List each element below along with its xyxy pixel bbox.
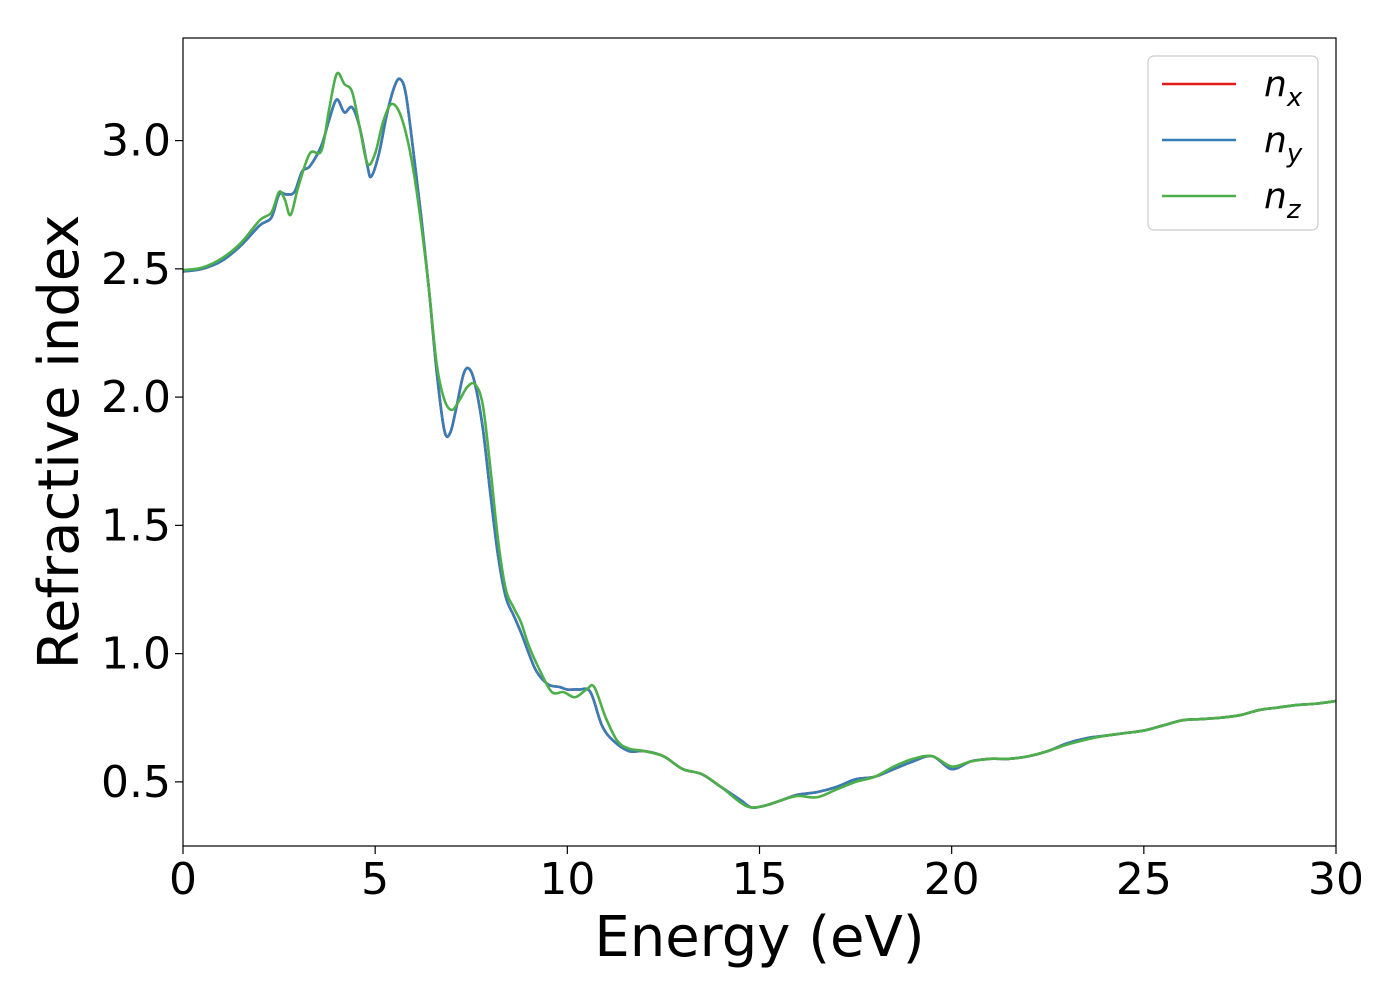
x-tick-label: 25: [1116, 854, 1172, 905]
y-axis-ticks: 0.5 1.0 1.5 2.0 2.5 3.0: [101, 116, 183, 808]
legend-label-n-z: nz: [1264, 176, 1302, 225]
x-tick-label: 10: [539, 854, 595, 905]
y-tick-label: 2.0: [101, 372, 171, 423]
series-line-n-z: [183, 71, 1336, 809]
y-tick-label: 1.5: [101, 500, 171, 551]
x-axis-label: Energy (eV): [594, 905, 924, 970]
legend-label-n-x: nx: [1264, 64, 1303, 113]
legend-box: [1147, 55, 1319, 231]
x-tick-label: 5: [361, 854, 389, 905]
x-axis-ticks: 0 5 10 15 20 25 30: [169, 846, 1364, 905]
y-tick-label: 2.5: [101, 244, 171, 295]
y-tick-label: 0.5: [101, 757, 171, 808]
y-tick-label: 1.0: [101, 629, 171, 680]
x-tick-label: 30: [1308, 854, 1364, 905]
legend: nx ny nz: [1147, 55, 1319, 231]
x-tick-label: 0: [169, 854, 197, 905]
legend-label-n-y: ny: [1264, 120, 1303, 169]
x-tick-label: 15: [732, 854, 788, 905]
plot-lines: [183, 71, 1336, 810]
x-tick-label: 20: [924, 854, 980, 905]
y-axis-label: Refractive index: [27, 215, 92, 670]
y-tick-label: 3.0: [101, 116, 171, 167]
